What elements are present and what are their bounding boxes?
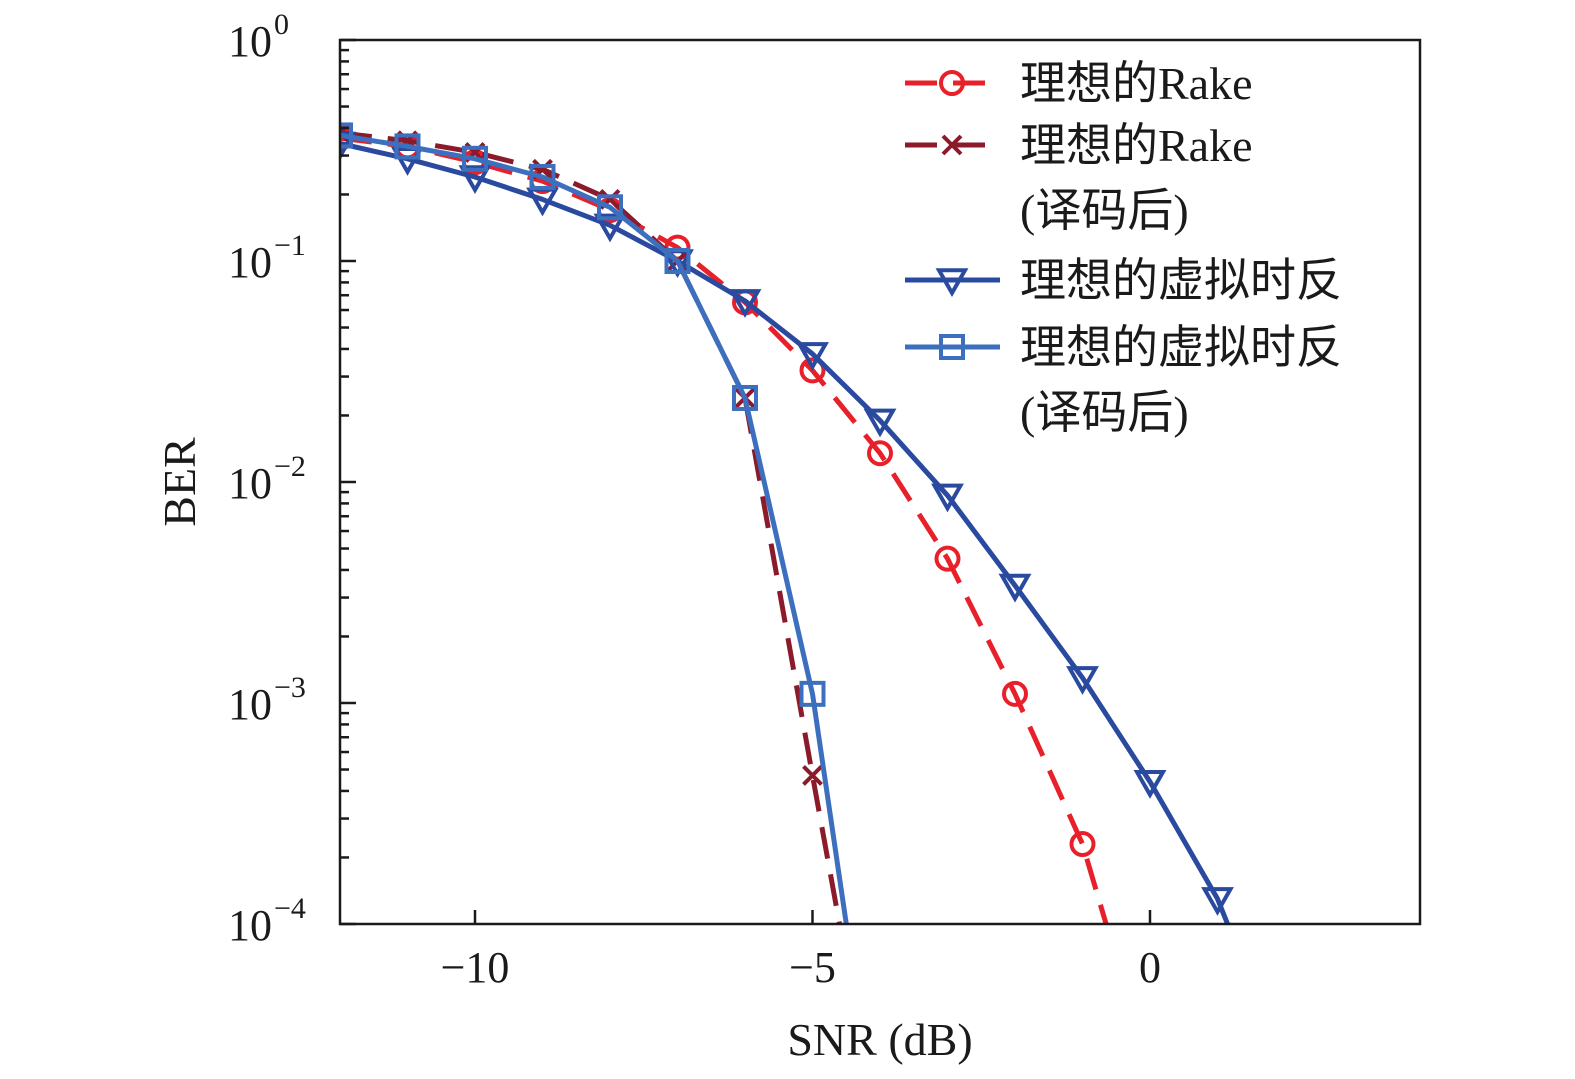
data-point bbox=[802, 765, 823, 786]
data-point bbox=[867, 440, 893, 467]
y-tick-base: 10 bbox=[228, 901, 272, 950]
data-point bbox=[863, 408, 897, 438]
x-tick-label: 0 bbox=[1139, 943, 1161, 992]
data-point bbox=[799, 680, 826, 707]
y-tick-exponent: 0 bbox=[274, 8, 289, 41]
data-point bbox=[934, 545, 961, 572]
y-tick-label: 10 0 bbox=[228, 8, 289, 66]
y-tick-exponent: −3 bbox=[274, 671, 306, 704]
legend-marker bbox=[939, 70, 965, 96]
x-tick-label: −5 bbox=[789, 943, 836, 992]
y-axis-label: BER bbox=[154, 437, 205, 527]
legend-label: 理想的Rake bbox=[1020, 120, 1253, 171]
y-tick-label: 10 −4 bbox=[228, 892, 306, 950]
y-tick-base: 10 bbox=[228, 238, 272, 287]
data-point bbox=[728, 289, 762, 318]
x-tick-label: −10 bbox=[441, 943, 510, 992]
data-point bbox=[340, 122, 353, 149]
data-point bbox=[529, 163, 556, 190]
legend-label: 理想的虚拟时反 bbox=[1020, 255, 1342, 306]
data-point bbox=[664, 248, 691, 274]
series-line bbox=[340, 141, 1230, 924]
data-point bbox=[462, 145, 488, 172]
data-point bbox=[1133, 770, 1167, 799]
data-point bbox=[931, 483, 964, 513]
series-1 bbox=[340, 125, 1109, 924]
data-point bbox=[799, 357, 826, 384]
data-point bbox=[732, 384, 758, 411]
data-point bbox=[1002, 680, 1028, 707]
y-tick-exponent: −4 bbox=[274, 892, 306, 925]
legend-label-line2: (译码后) bbox=[1020, 185, 1189, 236]
legend-label: 理想的Rake bbox=[1020, 58, 1253, 109]
legend-label: 理想的虚拟时反 bbox=[1020, 322, 1342, 373]
y-tick-label: 10 −1 bbox=[228, 229, 306, 287]
plot-frame bbox=[338, 38, 1422, 926]
y-tick-base: 10 bbox=[228, 680, 272, 729]
data-point bbox=[593, 213, 627, 243]
y-tick-base: 10 bbox=[228, 17, 272, 66]
legend-marker bbox=[935, 268, 969, 298]
y-tick-exponent: −2 bbox=[274, 450, 306, 483]
legend-entry: 理想的Rake (译码后) bbox=[905, 120, 1253, 236]
series-2 bbox=[340, 122, 842, 924]
data-point bbox=[1201, 887, 1234, 916]
data-point bbox=[1069, 831, 1096, 858]
series-line bbox=[340, 130, 842, 924]
series-line bbox=[340, 135, 1109, 924]
data-point bbox=[796, 342, 829, 371]
data-point bbox=[391, 147, 424, 176]
legend-marker bbox=[939, 334, 965, 360]
legend-entry: 理想的Rake bbox=[905, 58, 1253, 109]
y-tick-label: 10 −3 bbox=[228, 671, 306, 729]
y-tick-exponent: −1 bbox=[274, 229, 306, 262]
x-ticks: −10 −5 0 bbox=[441, 910, 1161, 992]
series-line bbox=[340, 132, 849, 924]
legend-entry: 理想的虚拟时反 (译码后) bbox=[905, 322, 1342, 438]
data-point bbox=[1066, 666, 1099, 695]
x-axis-label: SNR (dB) bbox=[787, 1014, 972, 1065]
series-layer bbox=[340, 122, 1234, 924]
series-4 bbox=[340, 122, 849, 924]
legend-label-line2: (译码后) bbox=[1020, 387, 1189, 438]
data-point bbox=[394, 133, 421, 160]
legend-marker bbox=[941, 134, 963, 156]
data-point bbox=[998, 573, 1032, 603]
y-tick-base: 10 bbox=[228, 459, 272, 508]
data-point bbox=[458, 165, 492, 195]
data-point bbox=[597, 194, 623, 221]
legend-entry: 理想的虚拟时反 bbox=[905, 255, 1342, 306]
series-3 bbox=[340, 131, 1234, 924]
y-tick-label: 10 −2 bbox=[228, 450, 306, 508]
